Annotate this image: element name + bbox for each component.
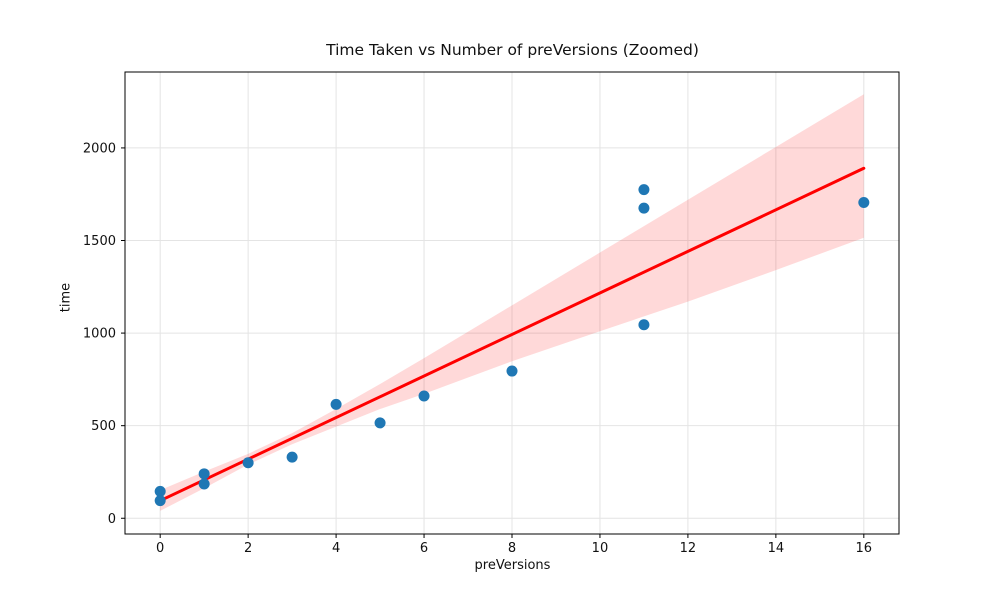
scatter-point bbox=[858, 197, 870, 209]
scatter-point bbox=[506, 365, 518, 377]
x-tick-label: 6 bbox=[420, 541, 428, 556]
x-axis-label: preVersions bbox=[474, 558, 551, 573]
y-tick-label: 1000 bbox=[83, 327, 116, 342]
scatter-point bbox=[418, 390, 430, 402]
scatter-point bbox=[286, 451, 298, 463]
scatter-point bbox=[638, 202, 650, 214]
chart-title: Time Taken vs Number of preVersions (Zoo… bbox=[326, 41, 699, 59]
scatter-point bbox=[198, 468, 210, 480]
scatter-point bbox=[330, 398, 342, 410]
scatter-point bbox=[154, 495, 166, 507]
x-tick-label: 0 bbox=[156, 541, 164, 556]
confidence-band bbox=[160, 94, 864, 511]
y-tick-label: 500 bbox=[91, 419, 116, 434]
scatter-point bbox=[154, 485, 166, 497]
regression-line bbox=[158, 166, 866, 503]
x-tick-label: 10 bbox=[592, 541, 609, 556]
x-tick-label: 4 bbox=[332, 541, 340, 556]
scatter-point bbox=[374, 417, 386, 429]
scatter-point bbox=[198, 478, 210, 490]
scatter-point bbox=[638, 319, 650, 331]
x-tick-label: 12 bbox=[680, 541, 697, 556]
x-tick-label: 2 bbox=[244, 541, 252, 556]
y-tick-label: 0 bbox=[108, 512, 116, 527]
scatter-point bbox=[638, 184, 650, 196]
x-tick-label: 14 bbox=[768, 541, 785, 556]
y-tick-label: 1500 bbox=[83, 234, 116, 249]
x-tick-label: 8 bbox=[508, 541, 516, 556]
y-tick-label: 2000 bbox=[83, 141, 116, 156]
x-tick-label: 16 bbox=[856, 541, 873, 556]
y-axis-label: time bbox=[58, 282, 74, 313]
scatter-point bbox=[242, 457, 254, 469]
